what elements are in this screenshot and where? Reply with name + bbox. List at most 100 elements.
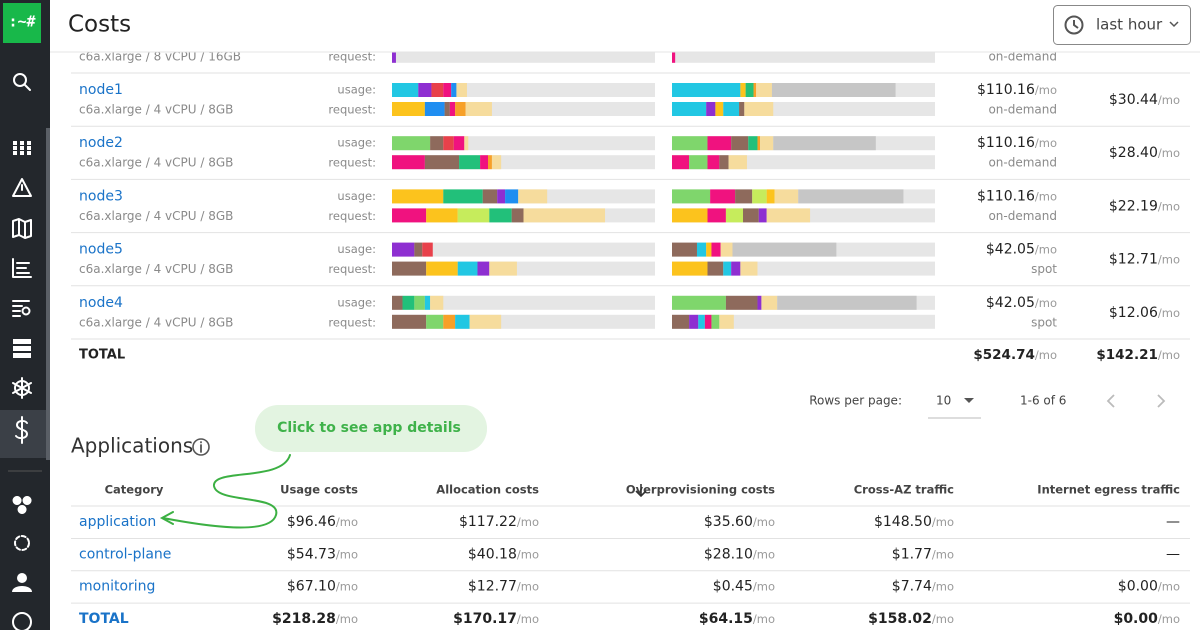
bar-segment — [672, 242, 697, 257]
alerts-icon[interactable] — [12, 178, 32, 197]
search-list-icon — [12, 300, 30, 317]
bar-segment — [728, 155, 747, 170]
bar-segment — [443, 136, 454, 151]
usage-label: usage: — [337, 295, 376, 309]
instance-type: c6a.xlarge / 4 vCPU / 8GB — [79, 103, 233, 117]
amount: $42.05 — [986, 295, 1035, 311]
bar-segment — [761, 295, 778, 310]
total-waste: $142.21/mo — [1096, 347, 1180, 363]
logo-box[interactable] — [3, 3, 41, 43]
help-icon[interactable] — [12, 612, 32, 630]
column-header[interactable]: Internet egress traffic — [1037, 483, 1180, 497]
bar-segment — [706, 242, 712, 257]
column-header[interactable]: Allocation costs — [436, 483, 539, 497]
bar-segment — [744, 102, 774, 116]
amount: $158.02 — [868, 611, 932, 627]
costs-icon[interactable] — [15, 416, 28, 444]
unit: /mo — [932, 611, 954, 625]
node-name[interactable]: node2 — [79, 135, 123, 151]
next-page[interactable] — [1157, 394, 1166, 408]
category-link[interactable]: monitoring — [79, 579, 155, 595]
node-name[interactable]: node4 — [79, 295, 123, 311]
bar-segment — [766, 208, 811, 223]
node-waste: $30.44/mo — [1109, 92, 1180, 108]
cost-cell: $170.17/mo — [453, 611, 539, 627]
bar-segment — [689, 314, 699, 329]
servers-icon[interactable] — [13, 339, 31, 358]
bar-segment — [426, 314, 444, 329]
bar-segment — [392, 295, 403, 310]
cost-cell: $1.77/mo — [892, 546, 954, 562]
bar-segment — [672, 155, 690, 170]
bar-segment — [752, 189, 767, 204]
clock-hands — [1073, 20, 1079, 29]
bar-segment — [719, 314, 734, 329]
bar-segment — [710, 189, 736, 204]
request-label: request: — [328, 315, 376, 329]
node-name[interactable]: node5 — [79, 242, 123, 258]
map-icon[interactable] — [12, 218, 32, 239]
cost-cell: $12.77/mo — [468, 579, 539, 595]
bar-segment — [431, 83, 444, 97]
bar-segment — [392, 155, 425, 170]
request-label: request: — [328, 156, 376, 170]
cost-cell: $96.46/mo — [287, 514, 358, 530]
amount: $148.50 — [874, 514, 932, 530]
amount: $42.05 — [986, 242, 1035, 258]
bar-segment — [402, 295, 415, 310]
rows-per-page[interactable]: 10 — [936, 394, 951, 408]
node-name[interactable]: node3 — [79, 188, 123, 204]
bar-segment — [725, 295, 758, 310]
cost-cell: — — [1166, 546, 1180, 562]
search-list-icon-lens[interactable] — [21, 306, 31, 316]
time-picker[interactable] — [1053, 5, 1191, 45]
bar-segment — [707, 208, 726, 223]
column-header[interactable]: Category — [105, 483, 164, 497]
user-icon[interactable] — [17, 573, 27, 583]
time-range: last hour — [1096, 16, 1163, 34]
nav-icons[interactable] — [8, 73, 42, 630]
amount: $110.16 — [977, 188, 1035, 204]
helm-spokes — [12, 377, 32, 399]
column-header[interactable]: Cross-AZ traffic — [854, 483, 954, 497]
unit: /mo — [517, 579, 539, 593]
unit: /mo — [1158, 93, 1180, 107]
settings-icon[interactable] — [14, 535, 30, 551]
column-header[interactable]: Overprovisioning costs — [626, 483, 775, 497]
apps-icon[interactable] — [13, 141, 31, 155]
node-cost: $42.05/mo — [986, 242, 1057, 258]
amount: $28.40 — [1109, 145, 1158, 161]
callout-text: Click to see app details — [277, 420, 461, 436]
column-header[interactable]: Usage costs — [280, 483, 358, 497]
pricing: spot — [1031, 315, 1057, 329]
pricing: on-demand — [988, 49, 1057, 63]
amount: $12.77 — [468, 579, 517, 595]
integrations-icon[interactable] — [12, 496, 32, 514]
bar-segment — [711, 242, 721, 257]
unit: /mo — [1158, 305, 1180, 319]
page-title: Costs — [68, 12, 131, 38]
category-link[interactable]: application — [79, 514, 156, 530]
unit: /mo — [336, 611, 358, 625]
total-label[interactable]: TOTAL — [79, 611, 129, 627]
bar-segment — [464, 136, 469, 151]
node-cost: $110.16/mo — [977, 188, 1057, 204]
node-name[interactable]: node1 — [79, 82, 123, 98]
amount: $218.28 — [272, 611, 336, 627]
bar-segment — [771, 83, 896, 97]
category-link[interactable]: control-plane — [79, 546, 171, 562]
bar-segment — [757, 136, 761, 151]
bar-segment — [455, 314, 470, 329]
bar-segment — [523, 208, 606, 223]
bar-segment — [414, 295, 425, 310]
sort-arrow — [635, 484, 647, 498]
unit: /mo — [336, 547, 358, 561]
unit: /mo — [1158, 146, 1180, 160]
search-icon[interactable] — [13, 73, 27, 87]
chevron-down — [1169, 21, 1179, 28]
bar-segment — [723, 102, 740, 116]
prev-page[interactable] — [1106, 394, 1115, 408]
logs-icon[interactable] — [12, 258, 32, 278]
unit: /mo — [1035, 136, 1057, 150]
amount: — — [1166, 546, 1180, 562]
